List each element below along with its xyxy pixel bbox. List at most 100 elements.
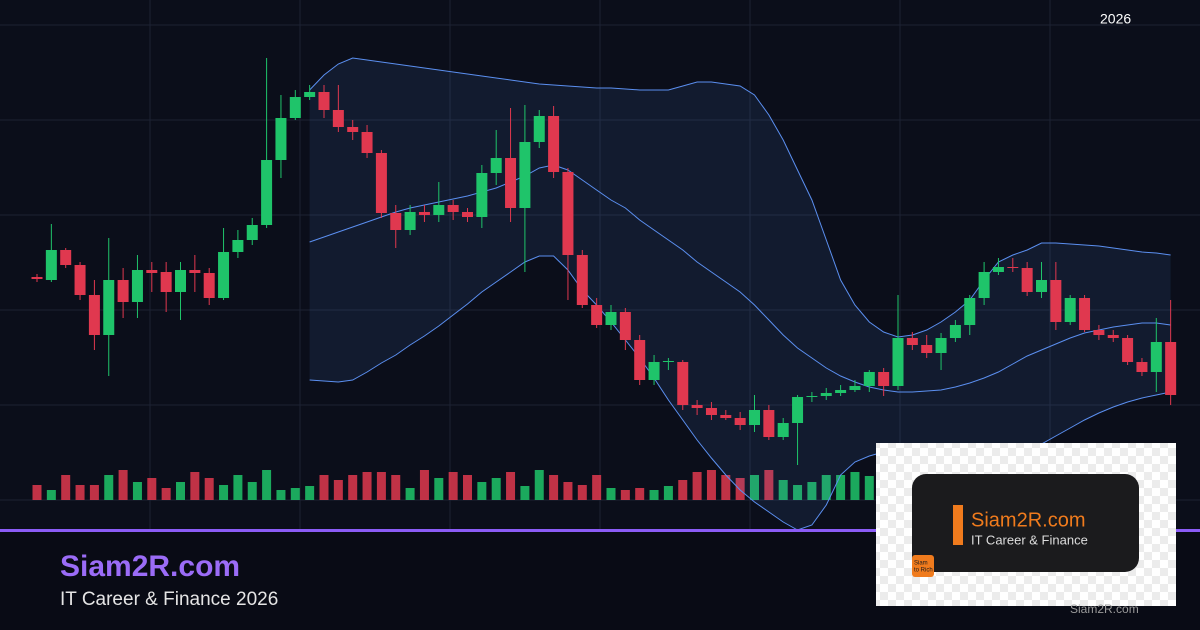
candle-body — [1122, 338, 1134, 362]
candle-body — [1079, 298, 1091, 330]
candle-body — [31, 277, 43, 279]
candle-body — [404, 212, 416, 230]
corner-label: 2026 — [1100, 11, 1131, 27]
badge — [912, 555, 934, 577]
candle-body — [1107, 335, 1119, 338]
volume-bar — [376, 472, 386, 500]
candle-body — [476, 173, 488, 217]
watermark: Siam2R.com — [1070, 602, 1139, 616]
band-line — [309, 57, 1171, 338]
volume-bar — [577, 485, 587, 500]
badge-text: Siam — [914, 561, 928, 567]
candle-body — [131, 270, 143, 302]
volume-bar — [549, 475, 559, 500]
candle-body — [1165, 342, 1177, 395]
candle-body — [662, 361, 674, 362]
candle-body — [533, 116, 545, 142]
band-line — [309, 164, 1171, 393]
card-tagline: IT Career & Finance — [971, 532, 1088, 547]
candle-body — [648, 362, 660, 380]
volume-bar — [463, 475, 472, 500]
logo-bar — [953, 505, 963, 545]
candle-body — [447, 205, 459, 212]
candle-body — [519, 142, 531, 208]
candle-body — [892, 338, 904, 386]
card-name: Siam2R.com — [971, 509, 1085, 531]
candle-body — [462, 212, 473, 217]
candle-body — [390, 213, 402, 230]
volume-bar — [32, 485, 42, 500]
candle-body — [1021, 268, 1033, 292]
candle-body — [1136, 362, 1148, 372]
candle-body — [375, 153, 387, 213]
candle-body — [1150, 342, 1162, 372]
divider — [0, 529, 1200, 532]
volume-bar — [391, 475, 401, 500]
candle-body — [978, 272, 990, 298]
volume-bar — [793, 485, 803, 500]
volume-bar — [620, 490, 630, 500]
volume-bar — [46, 490, 56, 500]
candle-body — [906, 338, 918, 345]
candle-body — [203, 273, 215, 298]
brand-tagline: IT Career & Finance 2026 — [60, 589, 278, 610]
candle-body — [218, 252, 230, 298]
volume-bar — [219, 485, 229, 500]
volume-bar — [190, 472, 200, 500]
volume-bar — [276, 490, 286, 500]
volume-bar — [721, 475, 731, 500]
candle-body — [418, 212, 430, 215]
volume-bar — [491, 478, 501, 500]
volume-bar — [362, 472, 372, 500]
candle-body — [949, 325, 961, 338]
candle-body — [433, 205, 445, 215]
candle-body — [705, 408, 717, 415]
candle-body — [792, 397, 804, 423]
volume-bar — [477, 482, 487, 500]
candle-body — [878, 372, 890, 386]
candle-body — [103, 280, 115, 335]
candle-body — [734, 418, 746, 425]
volume-bar — [864, 476, 874, 500]
candle-body — [548, 116, 560, 172]
candle-body — [992, 267, 1004, 272]
volume-bar — [764, 470, 774, 500]
volume-bar — [233, 475, 243, 500]
candle-body — [232, 240, 244, 252]
logo-card — [912, 474, 1139, 572]
candle-body — [1064, 298, 1076, 322]
volume-bar — [132, 482, 142, 500]
volume-bar — [247, 482, 257, 500]
candle-body — [289, 97, 301, 118]
candle-body — [677, 362, 689, 405]
volume-bar — [807, 482, 817, 500]
candle-body — [921, 345, 933, 353]
candle-body — [634, 340, 646, 380]
volume-bar — [592, 475, 602, 500]
volume-bar — [692, 472, 702, 500]
candle-body — [160, 272, 172, 292]
candle-body — [691, 405, 703, 408]
volume-bar — [348, 475, 358, 500]
candle-body — [189, 270, 201, 273]
candle-body — [1036, 280, 1047, 292]
candle-body — [605, 312, 617, 325]
candle-body — [45, 250, 57, 280]
candle-body — [332, 110, 344, 127]
volume-bar — [750, 475, 759, 500]
candle-body — [505, 158, 517, 208]
volume-bar — [663, 486, 673, 500]
candle-body — [806, 396, 818, 397]
candle-body — [1093, 330, 1105, 335]
candle-body — [1050, 280, 1062, 322]
candle-body — [275, 118, 287, 160]
volume-bar — [319, 475, 329, 500]
candle-body — [74, 265, 86, 295]
volume-bar — [176, 482, 185, 500]
volume-bar — [75, 485, 85, 500]
candle-body — [820, 393, 832, 396]
candle-body — [60, 250, 72, 265]
volume-bar — [678, 480, 688, 500]
volume-bar — [161, 488, 171, 500]
brand-name: Siam2R.com — [60, 550, 240, 583]
